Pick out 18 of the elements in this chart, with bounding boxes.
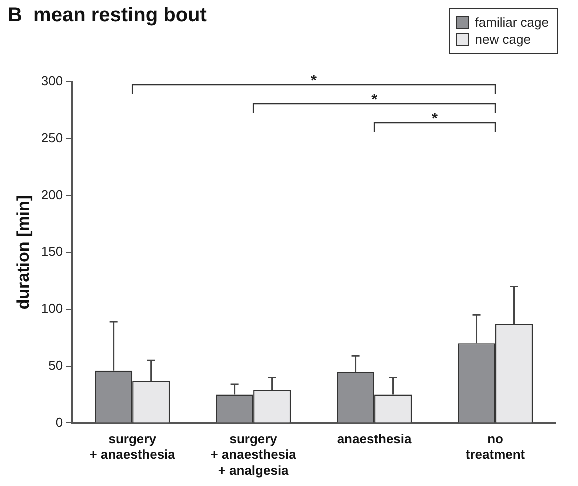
annotation: * [311,72,318,90]
y-tick-label: 100 [41,301,64,316]
x-tick-label: no treatment [466,432,526,462]
chart-title: B mean resting bout [8,4,208,27]
y-tick-label: 0 [56,414,64,430]
y-axis-title: duration [min] [14,195,33,310]
x-tick-label: surgery + anaesthesia [90,432,176,462]
x-tick-label: anaesthesia [337,432,413,447]
legend-label: new cage [475,32,531,47]
y-tick-label: 50 [48,358,64,373]
y-tick-label: 300 [41,74,64,89]
y-tick-label: 250 [41,130,64,146]
y-tick-label: 150 [41,244,64,260]
y-tick-label: 200 [41,187,64,202]
legend-label: familiar cage [475,15,549,30]
x-tick-label: surgery + anaesthesia + analgesia [210,432,298,478]
annotation: * [372,92,378,109]
annotation: * [432,110,438,128]
